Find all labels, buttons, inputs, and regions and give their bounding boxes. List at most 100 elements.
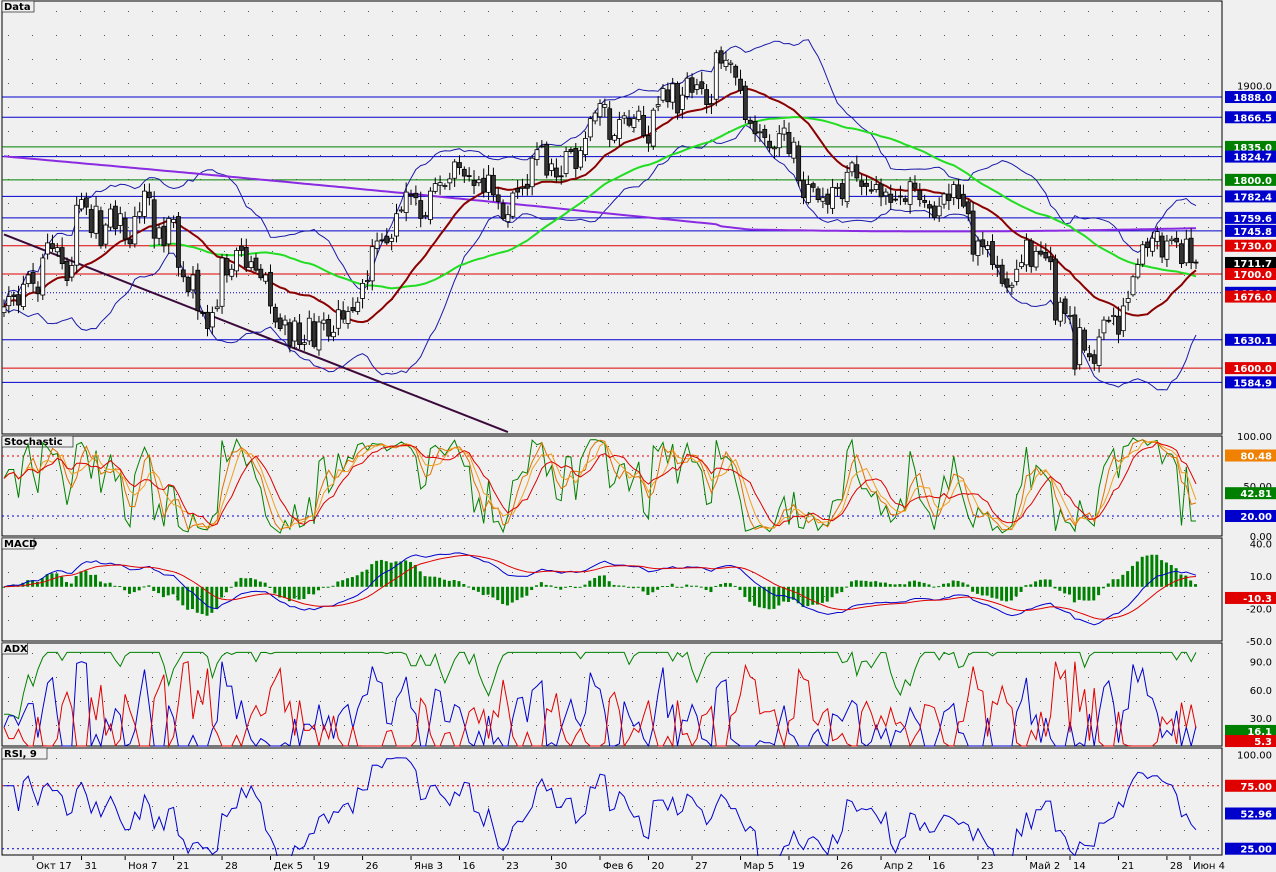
grid-dot xyxy=(944,548,945,549)
grid-dot xyxy=(704,347,705,348)
grid-dot xyxy=(896,446,897,447)
macd-bar xyxy=(748,586,752,602)
grid-dot xyxy=(104,299,105,300)
grid-dot xyxy=(296,131,297,132)
grid-dot xyxy=(8,395,9,396)
level-badge: 80.48 xyxy=(1225,449,1276,463)
grid-dot xyxy=(560,11,561,12)
grid-dot xyxy=(848,227,849,228)
grid-dot xyxy=(848,596,849,597)
grid-dot xyxy=(776,347,777,348)
grid-dot xyxy=(248,782,249,783)
grid-dot xyxy=(320,131,321,132)
grid-dot xyxy=(152,620,153,621)
grid-dot xyxy=(392,494,393,495)
grid-dot xyxy=(632,155,633,156)
candle-body xyxy=(742,85,748,121)
grid-dot xyxy=(704,419,705,420)
grid-dot xyxy=(1040,35,1041,36)
grid-dot xyxy=(56,227,57,228)
grid-dot xyxy=(8,782,9,783)
grid-dot xyxy=(680,35,681,36)
grid-dot xyxy=(728,107,729,108)
grid-dot xyxy=(1064,653,1065,654)
grid-dot xyxy=(80,782,81,783)
grid-dot xyxy=(392,653,393,654)
macd-bar xyxy=(1189,580,1193,587)
grid-dot xyxy=(392,806,393,807)
grid-dot xyxy=(1136,518,1137,519)
macd-bar xyxy=(588,580,592,587)
grid-dot xyxy=(152,470,153,471)
grid-dot xyxy=(32,518,33,519)
grid-dot xyxy=(1208,203,1209,204)
grid-dot xyxy=(1184,725,1185,726)
grid-dot xyxy=(248,806,249,807)
grid-dot xyxy=(1136,155,1137,156)
grid-dot xyxy=(608,725,609,726)
macd-bar xyxy=(849,581,853,587)
grid-dot xyxy=(1112,596,1113,597)
grid-dot xyxy=(32,725,33,726)
grid-dot xyxy=(152,596,153,597)
grid-dot xyxy=(1160,347,1161,348)
grid-dot xyxy=(512,782,513,783)
grid-dot xyxy=(680,347,681,348)
grid-dot xyxy=(392,131,393,132)
level-badge-bg xyxy=(1225,487,1276,500)
grid-dot xyxy=(848,494,849,495)
candle-body xyxy=(316,321,322,351)
grid-dot xyxy=(224,701,225,702)
macd-bar xyxy=(486,586,490,595)
grid-dot xyxy=(416,419,417,420)
grid-dot xyxy=(1184,347,1185,348)
candle-body xyxy=(626,117,632,126)
grid-dot xyxy=(1112,419,1113,420)
macd-bar xyxy=(806,586,810,607)
price-badge-bg xyxy=(1225,333,1276,346)
grid-dot xyxy=(512,725,513,726)
grid-dot xyxy=(608,596,609,597)
grid-dot xyxy=(1088,299,1089,300)
grid-dot xyxy=(536,419,537,420)
grid-dot xyxy=(80,653,81,654)
grid-dot xyxy=(800,347,801,348)
grid-dot xyxy=(1088,782,1089,783)
grid-dot xyxy=(128,35,129,36)
grid-dot xyxy=(296,701,297,702)
candle-body xyxy=(103,224,109,245)
grid-dot xyxy=(1016,653,1017,654)
grid-dot xyxy=(632,470,633,471)
candle-body xyxy=(413,192,419,199)
candle-body xyxy=(660,88,666,101)
grid-dot xyxy=(272,470,273,471)
grid-dot xyxy=(752,446,753,447)
grid-dot xyxy=(200,347,201,348)
grid-dot xyxy=(608,419,609,420)
grid-dot xyxy=(776,782,777,783)
candle-body xyxy=(1106,319,1112,322)
grid-dot xyxy=(224,227,225,228)
grid-dot xyxy=(1064,371,1065,372)
grid-dot xyxy=(200,806,201,807)
candle-body xyxy=(350,307,356,312)
grid-dot xyxy=(248,395,249,396)
grid-dot xyxy=(752,371,753,372)
grid-dot xyxy=(824,251,825,252)
grid-dot xyxy=(272,677,273,678)
macd-bar xyxy=(186,586,190,610)
grid-dot xyxy=(320,275,321,276)
macd-bar xyxy=(108,582,112,587)
grid-dot xyxy=(416,107,417,108)
grid-dot xyxy=(392,59,393,60)
grid-dot xyxy=(608,107,609,108)
grid-dot xyxy=(824,653,825,654)
grid-dot xyxy=(1136,347,1137,348)
grid-dot xyxy=(752,701,753,702)
grid-dot xyxy=(848,35,849,36)
candle-body xyxy=(142,190,147,217)
grid-dot xyxy=(1064,596,1065,597)
grid-dot xyxy=(296,251,297,252)
grid-dot xyxy=(1160,83,1161,84)
